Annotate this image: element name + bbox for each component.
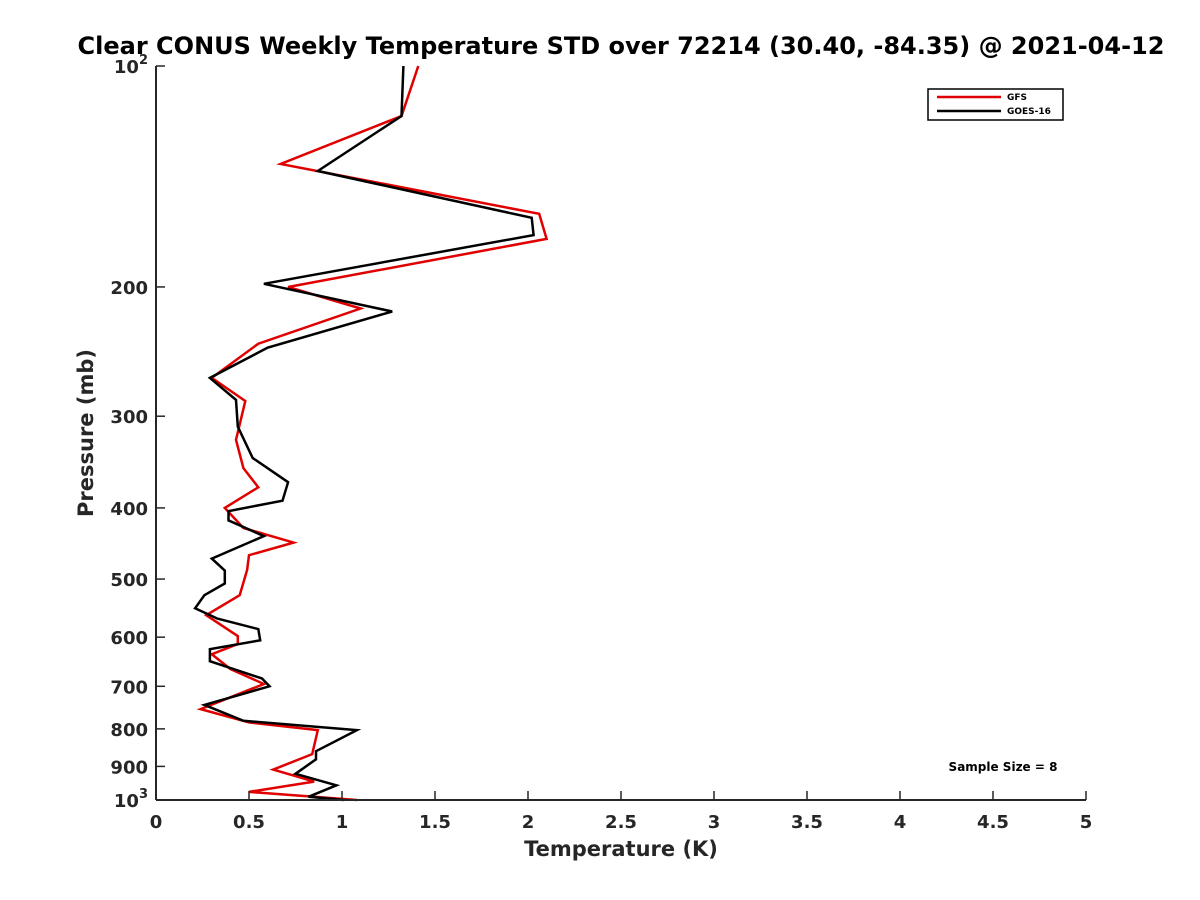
x-tick-label: 0.5 xyxy=(233,812,265,833)
y-tick-label: 200 xyxy=(110,278,148,299)
x-tick-label: 2 xyxy=(522,812,535,833)
sample-size-annotation: Sample Size = 8 xyxy=(949,760,1058,774)
x-tick-label: 0 xyxy=(150,812,163,833)
y-tick-label: 600 xyxy=(110,628,148,649)
x-tick-label: 1 xyxy=(336,812,349,833)
y-tick-label: 400 xyxy=(110,499,148,520)
x-tick-label: 3.5 xyxy=(791,812,823,833)
x-tick-label: 5 xyxy=(1080,812,1093,833)
x-tick-label: 1.5 xyxy=(419,812,451,833)
legend-box xyxy=(927,88,1064,121)
y-tick-label: 102 xyxy=(114,53,148,78)
y-tick-label: 700 xyxy=(110,677,148,698)
plot-series xyxy=(193,65,549,802)
plot-axes: 0 0.5 1 1.5 2 2.5 3 3.5 4 4.5 5 102 200 300 400 500 600… xyxy=(110,53,1092,833)
series-line-goes16 xyxy=(193,65,535,802)
x-axis-label: Temperature (K) xyxy=(524,837,718,861)
y-tick-label: 500 xyxy=(110,570,148,591)
y-ticks: 102 200 300 400 500 600 700 800 900 103 xyxy=(110,53,165,812)
y-tick-label: 900 xyxy=(110,757,148,778)
legend-label-goes16: GOES-16 xyxy=(1007,107,1051,117)
legend: GFS GOES-16 xyxy=(927,88,1064,121)
y-axis-label: Pressure (mb) xyxy=(74,349,98,517)
legend-label-gfs: GFS xyxy=(1007,93,1027,103)
x-tick-label: 4 xyxy=(894,812,907,833)
x-tick-label: 2.5 xyxy=(605,812,637,833)
y-tick-label: 103 xyxy=(114,787,148,812)
x-tick-label: 4.5 xyxy=(977,812,1009,833)
y-tick-label: 300 xyxy=(110,407,148,428)
x-tick-label: 3 xyxy=(708,812,721,833)
y-tick-label: 800 xyxy=(110,720,148,741)
chart-title: Clear CONUS Weekly Temperature STD over … xyxy=(78,32,1165,60)
x-ticks: 0 0.5 1 1.5 2 2.5 3 3.5 4 4.5 5 xyxy=(150,791,1093,833)
